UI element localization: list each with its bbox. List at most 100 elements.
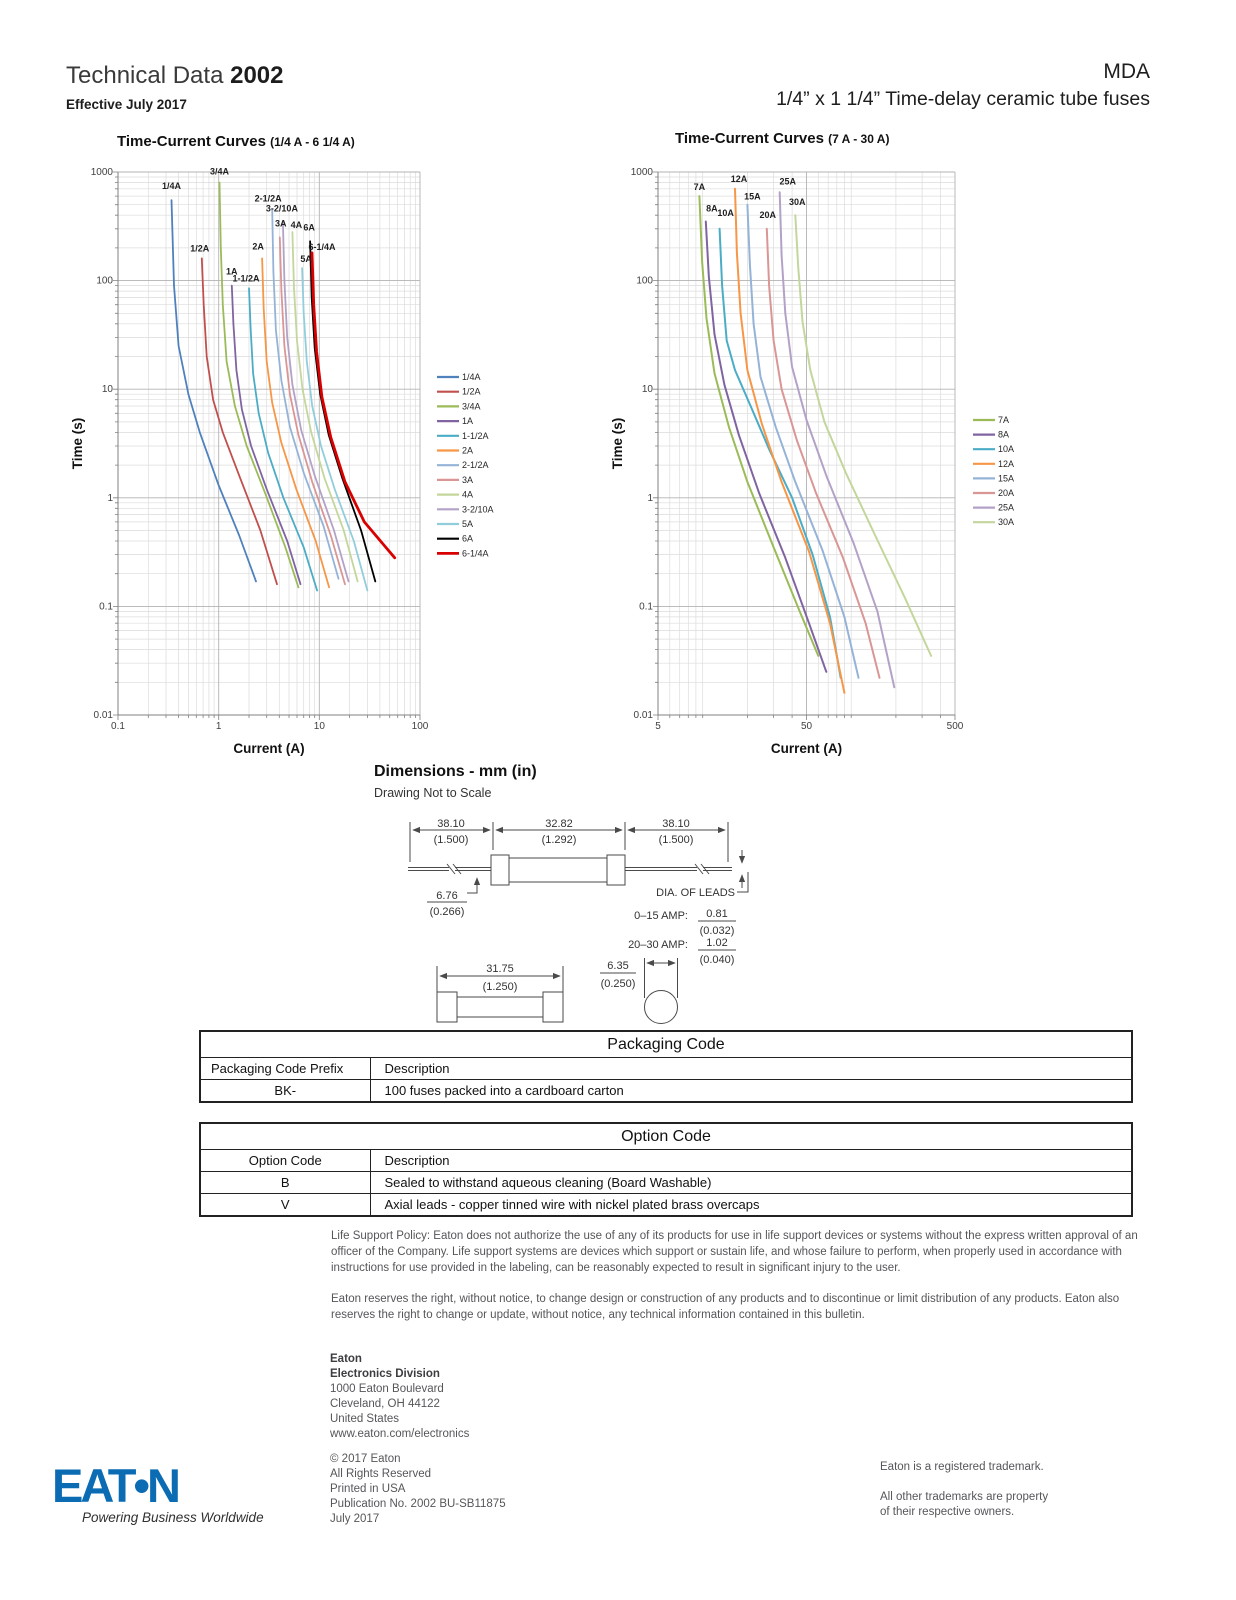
legend-label-2-1/2A: 2-1/2A (462, 460, 489, 470)
curve-25A (778, 191, 896, 689)
packaging-prefix-cell: BK- (199, 1079, 371, 1103)
legend-label-5A: 5A (462, 519, 473, 529)
svg-text:6.76: 6.76 (436, 890, 457, 902)
table-title: Option Code (199, 1122, 1133, 1150)
trademark-line: All other trademarks are property (880, 1490, 1049, 1503)
curve-label-3-2/10A: 3-2/10A (266, 204, 299, 214)
svg-text:(0.250): (0.250) (601, 978, 636, 990)
svg-text:32.82: 32.82 (545, 818, 573, 830)
curve-label-8A: 8A (706, 204, 718, 214)
svg-text:10: 10 (314, 721, 326, 732)
svg-text:(0.032): (0.032) (700, 925, 735, 937)
curve-label-3A: 3A (275, 218, 287, 228)
svg-text:1000: 1000 (631, 167, 654, 178)
copyright-block: © 2017 Eaton All Rights Reserved Printed… (330, 1452, 506, 1527)
svg-text:0.01: 0.01 (94, 710, 114, 721)
curve-1/2A (200, 257, 278, 586)
column-header: Packaging Code Prefix (199, 1057, 371, 1080)
svg-text:0.01: 0.01 (634, 710, 654, 721)
svg-text:DIA. OF LEADS: DIA. OF LEADS (656, 887, 735, 899)
chart-title-range: (1/4 A - 6 1/4 A) (270, 135, 355, 149)
curve-2A (261, 257, 330, 589)
tick-marks (113, 171, 421, 720)
y-axis-label: Time (s) (610, 418, 625, 470)
x-axis-label: Current (A) (771, 741, 842, 756)
svg-text:(0.266): (0.266) (430, 906, 465, 918)
curve-label-1/2A: 1/2A (190, 243, 210, 253)
curve-3/4A (218, 181, 300, 589)
legend-label-8A: 8A (998, 430, 1009, 440)
legend-label-6A: 6A (462, 534, 473, 544)
curve-20A (765, 227, 881, 679)
svg-text:31.75: 31.75 (486, 963, 514, 975)
svg-text:(1.250): (1.250) (483, 981, 518, 993)
curve-30A (794, 214, 933, 657)
legend-label-30A: 30A (998, 517, 1014, 527)
trademark-line: of their respective owners. (880, 1505, 1015, 1518)
curve-label-2-1/2A: 2-1/2A (255, 194, 283, 204)
curve-label-6-1/4A: 6-1/4A (308, 242, 336, 252)
svg-text:1.02: 1.02 (706, 937, 727, 949)
svg-text:50: 50 (801, 721, 813, 732)
svg-text:0.1: 0.1 (639, 601, 653, 612)
legend-label-7A: 7A (998, 415, 1009, 425)
time-current-chart-small-ratings: 0.1 1 10 10010001001010.10.011/4A1/2A3/4A1A… (70, 167, 494, 756)
dimensions-drawing: 38.10 (1.500) 32.82 (1.292) 38.10 (1.500… (408, 818, 749, 1024)
column-header: Description (369, 1149, 1133, 1172)
curve-label-6A: 6A (303, 222, 315, 232)
axes (117, 172, 420, 716)
address-line: United States (330, 1412, 400, 1425)
curve-3-2/10A (282, 220, 350, 583)
fuse-cap-right (606, 854, 626, 886)
tick-marks (653, 171, 956, 720)
rights-line: All Rights Reserved (330, 1467, 431, 1480)
doc-type: Technical Data (66, 62, 224, 89)
curve-label-15A: 15A (744, 192, 761, 202)
curve-label-25A: 25A (779, 176, 796, 186)
svg-text:6.35: 6.35 (607, 960, 628, 972)
doc-title: Technical Data 2002 (66, 62, 283, 90)
column-header: Description (369, 1057, 1133, 1080)
curve-label-5A: 5A (300, 254, 312, 264)
curve-12A (734, 187, 846, 694)
curve-2-1/2A (271, 208, 340, 580)
svg-text:(1.500): (1.500) (659, 834, 694, 846)
dimensions-title: Dimensions - mm (in) (374, 763, 537, 780)
effective-date: Effective July 2017 (66, 97, 187, 112)
legend-label-1A: 1A (462, 416, 473, 426)
legend-label-10A: 10A (998, 444, 1014, 454)
legal-text: Life Support Policy: Eaton does not auth… (331, 1228, 1139, 1338)
legend-label-6-1/4A: 6-1/4A (462, 548, 489, 558)
address-block: Eaton Electronics Division 1000 Eaton Bo… (330, 1352, 469, 1442)
option-code-cell: V (199, 1193, 371, 1217)
curve-label-4A: 4A (291, 220, 303, 230)
curve-label-1A: 1A (226, 267, 238, 277)
minor-gridlines (118, 172, 420, 715)
chart-title-right: Time-Current Curves (7 A - 30 A) (675, 130, 889, 147)
svg-text:(1.292): (1.292) (542, 834, 577, 846)
curve-1-1/2A (248, 287, 318, 592)
dimensions-note: Drawing Not to Scale (374, 786, 492, 800)
curve-label-1-1/2A: 1-1/2A (232, 273, 260, 283)
legend-label-20A: 20A (998, 488, 1014, 498)
legend-label-3A: 3A (462, 475, 473, 485)
svg-text:5: 5 (655, 721, 661, 732)
curve-label-20A: 20A (760, 210, 777, 220)
product-name: MDA (1103, 60, 1150, 83)
curve-10A (718, 227, 842, 679)
curve-label-7A: 7A (694, 182, 706, 192)
curve-label-30A: 30A (789, 197, 806, 207)
fuse-cap-left (490, 854, 510, 886)
product-subtitle: 1/4” x 1 1/4” Time-delay ceramic tube fu… (776, 88, 1150, 110)
major-gridlines (117, 171, 421, 716)
chart-title-left: Time-Current Curves (1/4 A - 6 1/4 A) (117, 133, 355, 150)
division-name: Electronics Division (330, 1367, 440, 1380)
curve-label-2A: 2A (252, 241, 264, 251)
legend-label-1-1/2A: 1-1/2A (462, 431, 489, 441)
reservation-of-rights: Eaton reserves the right, without notice… (331, 1293, 1120, 1322)
curve-label-1/4A: 1/4A (162, 181, 182, 191)
svg-text:100: 100 (636, 276, 653, 287)
legend-label-3/4A: 3/4A (462, 401, 481, 411)
table-title: Packaging Code (199, 1030, 1133, 1058)
svg-text:20–30 AMP:: 20–30 AMP: (628, 939, 688, 951)
